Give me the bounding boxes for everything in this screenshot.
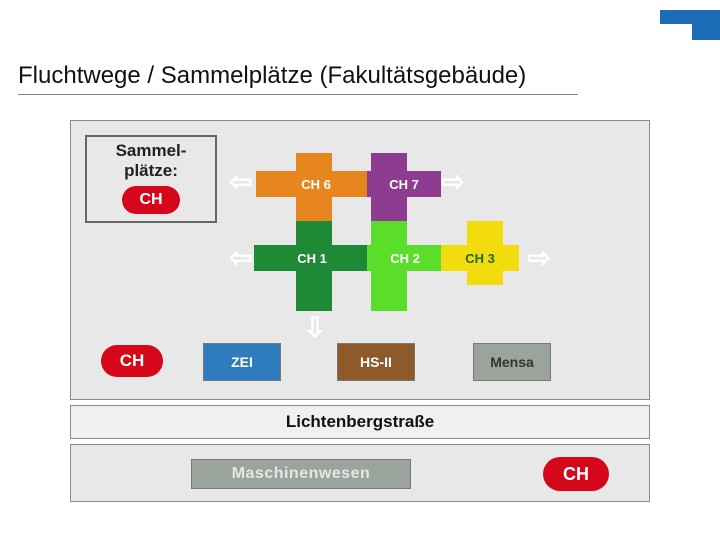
- building-maschinenwesen: Maschinenwesen: [191, 459, 411, 489]
- block-ch2-h: CH 2: [367, 245, 443, 271]
- arrow-right-icon: ⇨: [519, 237, 559, 277]
- building-hs2: HS-II: [337, 343, 415, 381]
- block-ch7-h: CH 7: [367, 171, 441, 197]
- block-ch6-h: CH 6: [256, 171, 376, 197]
- corner-logo: [660, 0, 720, 40]
- arrow-left-icon: ⇦: [221, 161, 261, 201]
- arrow-left-icon: ⇦: [221, 237, 261, 277]
- legend-box: Sammel-plätze: CH: [85, 135, 217, 223]
- mw-panel: Maschinenwesen CH: [70, 444, 650, 502]
- street-label: Lichtenbergstraße: [70, 405, 650, 439]
- building-mensa: Mensa: [473, 343, 551, 381]
- arrow-down-icon: ⇩: [295, 307, 335, 347]
- block-ch3-h: CH 3: [441, 245, 519, 271]
- row-ch-badge: CH: [101, 345, 163, 377]
- page-title: Fluchtwege / Sammelplätze (Fakultätsgebä…: [18, 62, 578, 95]
- legend-ch-badge: CH: [122, 186, 180, 214]
- escape-route-diagram: Sammel-plätze: CH CH 6 CH 7 CH 1 CH 2 CH…: [70, 120, 650, 520]
- block-ch1-h: CH 1: [254, 245, 370, 271]
- main-panel: Sammel-plätze: CH CH 6 CH 7 CH 1 CH 2 CH…: [70, 120, 650, 400]
- building-zei: ZEI: [203, 343, 281, 381]
- arrow-right-icon: ⇨: [433, 161, 473, 201]
- legend-title: Sammel-plätze:: [87, 141, 215, 180]
- mw-ch-badge: CH: [543, 457, 609, 491]
